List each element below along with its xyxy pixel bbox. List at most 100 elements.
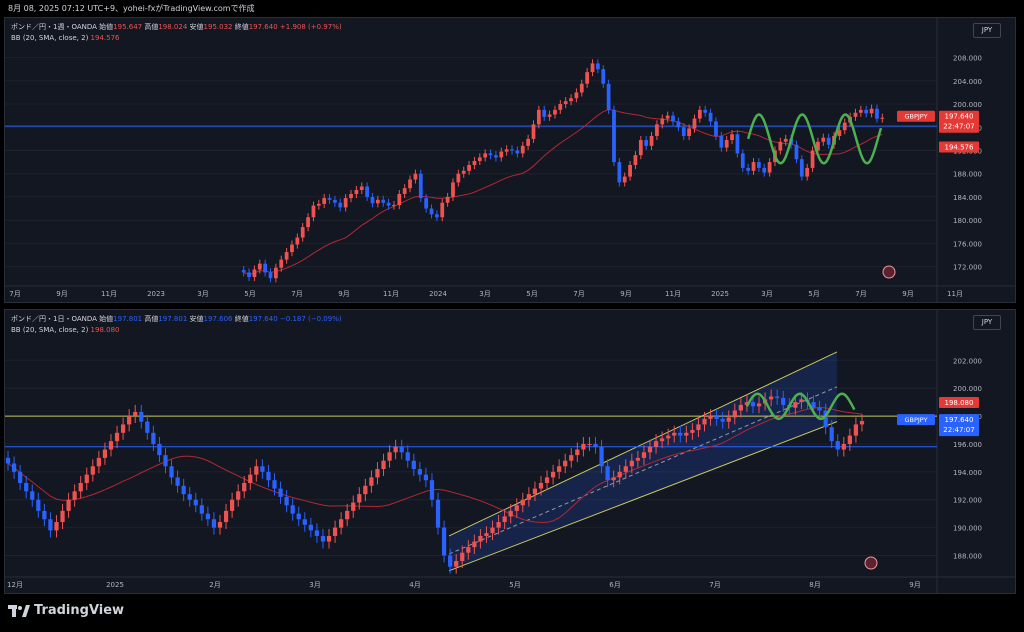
- candle-body: [102, 449, 108, 458]
- candle-body: [199, 505, 204, 514]
- candle-body: [397, 194, 402, 206]
- candle-body: [145, 421, 150, 433]
- weekly-open: 195.647: [113, 23, 143, 31]
- candle-body: [708, 112, 713, 122]
- candle-body: [547, 114, 552, 117]
- candle-body: [411, 460, 416, 470]
- candle-body: [590, 63, 595, 73]
- candle-body: [684, 432, 689, 436]
- candle-body: [460, 552, 465, 562]
- tradingview-logo[interactable]: TradingView: [8, 603, 124, 618]
- last-price-badge: [939, 110, 979, 133]
- candle-body: [617, 162, 622, 183]
- candle-body: [345, 510, 350, 520]
- daily-chart-pane[interactable]: 202.000200.000198.000196.000194.000192.0…: [4, 309, 1016, 594]
- candle-body: [606, 83, 611, 110]
- candle-body: [744, 402, 750, 405]
- bb-value-badge-text: 194.576: [945, 144, 974, 152]
- candle-body: [247, 272, 251, 278]
- countdown-text: 22:47:07: [943, 426, 974, 434]
- x-tick-label: 2025: [711, 290, 729, 298]
- candle-body: [387, 452, 392, 461]
- candle-body: [274, 267, 278, 279]
- candle-body: [762, 167, 767, 173]
- candle-body: [702, 418, 707, 425]
- daily-chart-canvas[interactable]: 202.000200.000198.000196.000194.000192.0…: [5, 310, 1015, 593]
- candle-body: [349, 194, 353, 199]
- candle-body: [108, 441, 114, 450]
- candle-body: [553, 109, 557, 115]
- candle-body: [510, 149, 514, 151]
- candle-body: [370, 196, 375, 204]
- candle-body: [757, 162, 761, 168]
- candle-body: [724, 140, 729, 148]
- candle-body: [248, 474, 253, 483]
- candle-body: [484, 533, 489, 536]
- candle-body: [48, 519, 53, 531]
- daily-low-label: 安値: [189, 315, 204, 323]
- candle-body: [853, 112, 858, 117]
- bb-middle-line: [7, 406, 863, 523]
- candle-body: [835, 441, 840, 450]
- candle-body: [456, 173, 461, 183]
- candle-body: [322, 198, 327, 204]
- x-tick-label: 6月: [609, 581, 620, 589]
- candle-body: [314, 530, 320, 536]
- last-price-badge: [939, 414, 979, 437]
- economic-event-icon: [882, 265, 896, 279]
- candle-body: [605, 466, 610, 481]
- candle-body: [343, 198, 348, 208]
- candle-body: [72, 491, 77, 500]
- channel-upper-line: [448, 351, 838, 537]
- candle-body: [359, 186, 364, 190]
- x-tick-label: 11月: [101, 290, 117, 298]
- weekly-currency-button[interactable]: JPY: [973, 23, 1001, 38]
- candle-body: [569, 455, 574, 461]
- y-tick-label: 204.000: [953, 78, 982, 86]
- candle-body: [569, 98, 573, 102]
- candle-body: [339, 519, 344, 528]
- symbol-badge-text: GBPJPY: [904, 416, 927, 424]
- candle-body: [676, 121, 681, 128]
- candle-body: [719, 135, 724, 148]
- candle-body: [853, 424, 859, 436]
- bb-value-badge-text: 198.080: [945, 399, 974, 407]
- candle-body: [858, 109, 863, 113]
- candle-body: [864, 109, 869, 114]
- candle-body: [644, 140, 649, 146]
- candle-body: [732, 410, 737, 418]
- candle-body: [472, 160, 477, 165]
- candle-body: [278, 488, 283, 497]
- y-tick-label: 188.000: [953, 552, 982, 560]
- daily-close: 197.640: [248, 315, 278, 323]
- candle-body: [263, 263, 268, 273]
- candle-body: [649, 135, 654, 146]
- candle-body: [211, 519, 217, 528]
- candle-body: [730, 134, 734, 141]
- candle-body: [260, 466, 265, 472]
- weekly-bb-label: BB (20, SMA, close, 2): [11, 34, 89, 42]
- x-tick-label: 3月: [197, 290, 208, 298]
- candle-body: [357, 494, 362, 503]
- weekly-low-label: 安値: [189, 23, 204, 31]
- candle-body: [66, 499, 71, 511]
- weekly-chart-canvas[interactable]: 208.000204.000200.000196.000192.000188.0…: [5, 18, 1015, 302]
- bb-value-badge: [939, 396, 979, 408]
- candle-body: [417, 469, 422, 475]
- candle-body: [596, 63, 600, 70]
- x-tick-label: 5月: [244, 290, 255, 298]
- candle-body: [78, 482, 83, 492]
- candle-body: [290, 244, 294, 253]
- weekly-symbol: ポンド／円・1週・OANDA: [11, 23, 97, 31]
- candle-body: [735, 134, 740, 154]
- daily-currency-button[interactable]: JPY: [973, 315, 1001, 330]
- candle-body: [284, 252, 289, 260]
- candle-body: [617, 471, 622, 478]
- candle-body: [575, 449, 580, 456]
- candle-body: [448, 555, 453, 567]
- candle-body: [151, 432, 156, 444]
- candle-body: [187, 494, 192, 500]
- candle-body: [440, 202, 445, 218]
- weekly-chart-pane[interactable]: 208.000204.000200.000196.000192.000188.0…: [4, 17, 1016, 303]
- candle-body: [593, 443, 598, 447]
